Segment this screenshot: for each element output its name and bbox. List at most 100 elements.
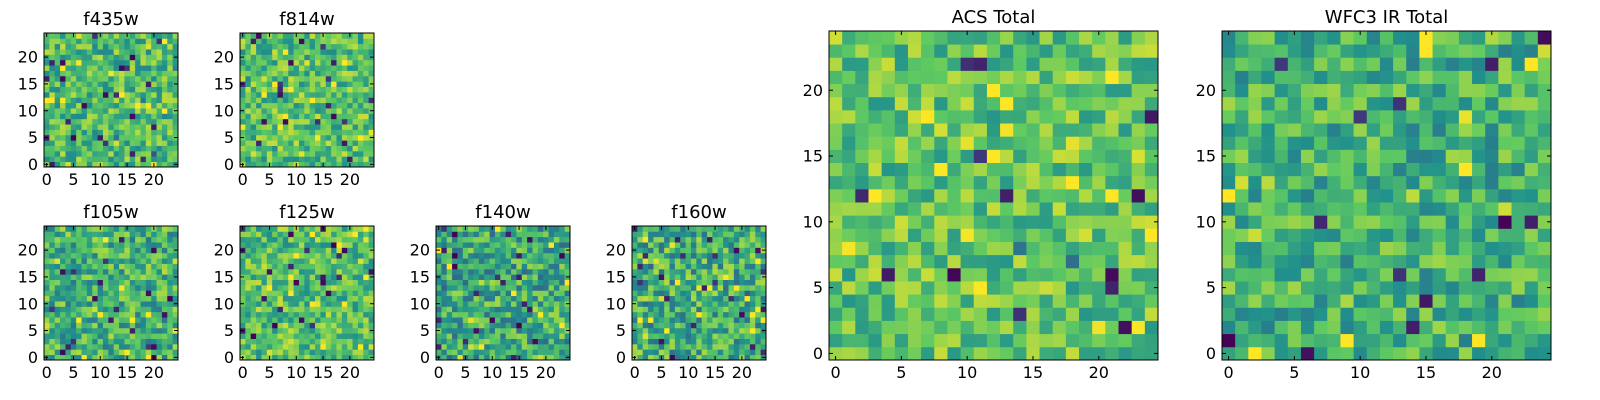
heatmap-cell <box>855 281 869 295</box>
heatmap-cell <box>325 311 332 318</box>
heatmap-cell <box>489 306 496 313</box>
heatmap-cell <box>288 43 294 50</box>
heatmap-cell <box>1327 215 1341 229</box>
heatmap-cell <box>632 317 638 323</box>
heatmap-cell <box>907 83 922 98</box>
heatmap-cell <box>156 129 163 136</box>
heatmap-cell <box>145 124 152 130</box>
heatmap-cell <box>336 38 343 45</box>
heatmap-cell <box>331 161 337 168</box>
heatmap-cell <box>1092 31 1106 45</box>
y-tick-label: 0 <box>420 348 430 367</box>
heatmap-cell <box>145 349 152 356</box>
heatmap-cell <box>723 290 729 297</box>
heatmap-cell <box>145 33 152 39</box>
heatmap-cell <box>250 242 257 248</box>
heatmap-cell <box>331 124 337 130</box>
heatmap-cell <box>658 284 665 291</box>
heatmap-cell <box>934 162 948 177</box>
heatmap-cell <box>250 263 257 270</box>
heatmap-cell <box>172 91 179 98</box>
heatmap-cell <box>1287 149 1302 163</box>
heatmap-cell <box>489 247 496 254</box>
heatmap-cell <box>347 338 353 345</box>
heatmap-cell <box>446 279 453 286</box>
heatmap-cell <box>632 311 638 318</box>
heatmap-cell <box>637 338 644 345</box>
heatmap-cell <box>325 102 332 109</box>
heatmap-cell <box>446 236 453 243</box>
heatmap-cell <box>108 43 115 50</box>
heatmap-cell <box>1485 267 1499 282</box>
heatmap-cell <box>60 354 66 361</box>
heatmap-cell <box>315 354 321 361</box>
heatmap-cell <box>309 113 316 120</box>
heatmap-cell <box>315 231 321 238</box>
heatmap-cell <box>1498 320 1512 335</box>
heatmap-cell <box>1105 202 1119 216</box>
heatmap-cell <box>947 70 961 85</box>
heatmap-cell <box>161 322 168 329</box>
heatmap-cell <box>1472 175 1486 190</box>
heatmap-cell <box>1419 254 1433 269</box>
heatmap-cell <box>680 322 686 329</box>
heatmap-cell <box>749 354 756 361</box>
heatmap-cell <box>1287 202 1302 216</box>
heatmap-cell <box>894 333 909 348</box>
heatmap-cell <box>352 327 359 334</box>
heatmap-cell <box>70 290 77 297</box>
heatmap-cell <box>532 295 539 302</box>
heatmap-cell <box>357 54 364 61</box>
heatmap-cell <box>129 290 136 297</box>
heatmap-cell <box>1065 202 1080 216</box>
heatmap-cell <box>1235 175 1249 190</box>
heatmap-cell <box>65 33 72 39</box>
heatmap-cell <box>336 81 343 87</box>
heatmap-cell <box>1144 123 1159 137</box>
heatmap-cell <box>446 301 453 307</box>
heatmap-cell <box>65 247 72 254</box>
heatmap-cell <box>1144 320 1159 335</box>
heatmap-cell <box>325 70 332 77</box>
heatmap-cell <box>653 242 660 248</box>
heatmap-cell <box>325 33 332 39</box>
heatmap-cell <box>357 118 364 125</box>
heatmap-cell <box>1248 281 1262 295</box>
heatmap-cell <box>559 263 566 270</box>
heatmap-cell <box>151 242 157 248</box>
heatmap-cell <box>559 226 566 232</box>
heatmap-cell <box>140 54 147 61</box>
heatmap-cell <box>113 134 120 141</box>
heatmap-cell <box>1393 175 1407 190</box>
heatmap-cell <box>674 317 681 323</box>
heatmap-cell <box>315 75 321 82</box>
heatmap-cell <box>245 150 252 157</box>
heatmap-cell <box>65 124 72 130</box>
heatmap-cell <box>755 226 762 232</box>
heatmap-cell <box>108 129 115 136</box>
heatmap-cell <box>473 322 480 329</box>
heatmap-cell <box>76 70 82 77</box>
heatmap-cell <box>559 247 566 254</box>
heatmap-cell <box>293 242 300 248</box>
heatmap-cell <box>352 231 359 238</box>
heatmap-cell <box>436 290 442 297</box>
heatmap-cell <box>298 263 305 270</box>
heatmap-cell <box>868 267 883 282</box>
heatmap-cell <box>65 38 72 45</box>
heatmap-cell <box>1118 83 1133 98</box>
heatmap-cell <box>494 338 501 345</box>
heatmap-cell <box>907 136 922 150</box>
heatmap-cell <box>240 290 246 297</box>
heatmap-cell <box>245 306 252 313</box>
heatmap-cell <box>76 150 82 157</box>
heatmap-cell <box>282 327 289 334</box>
heatmap-cell <box>749 343 756 350</box>
heatmap-cell <box>140 118 147 125</box>
heatmap-cell <box>468 226 474 232</box>
heatmap-cell <box>755 274 762 280</box>
heatmap-cell <box>119 226 125 232</box>
x-tick-label: 0 <box>42 363 52 382</box>
heatmap-cell <box>723 322 729 329</box>
heatmap-cell <box>65 301 72 307</box>
